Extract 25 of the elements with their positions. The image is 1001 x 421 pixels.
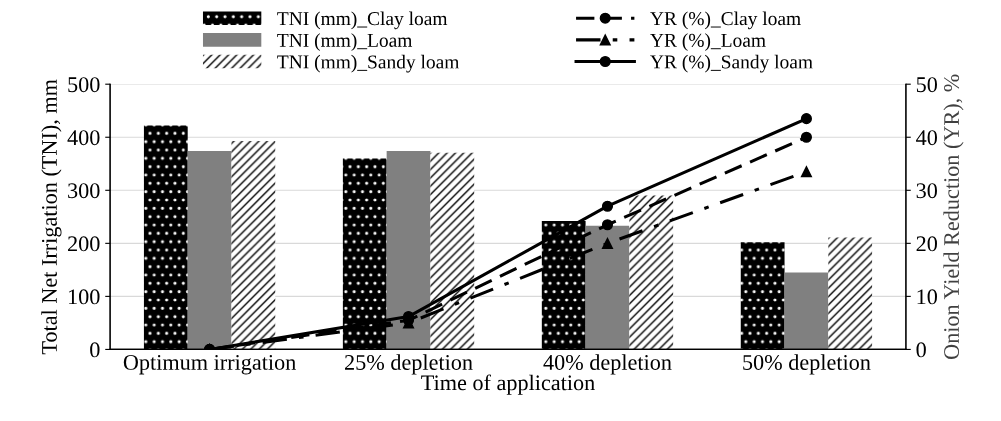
y2-tick-label: 0	[916, 342, 926, 358]
y2-tick-label: 50	[916, 77, 937, 93]
x-tick-label: Optimum irrigation	[123, 354, 296, 375]
y2-tick-label: 10	[917, 289, 937, 305]
y-tick-label: 400	[67, 130, 100, 146]
y2-axis-title: Onion Yield Reduction (YR), %	[943, 74, 964, 359]
y-tick-label: 100	[69, 289, 100, 305]
legend-label: YR (%)_Loam	[650, 33, 766, 51]
legend-label: TNI (mm)_Loam	[277, 33, 413, 51]
legend-label: TNI (mm)_Clay loam	[277, 11, 448, 30]
x-tick-label: 40% depletion	[543, 354, 672, 375]
y2-tick-label: 40	[916, 130, 937, 146]
legend-label: YR (%)_Sandy loam	[650, 54, 813, 73]
legend-label: TNI (mm)_Sandy loam	[277, 54, 460, 73]
y-tick-label: 500	[68, 77, 100, 93]
x-axis-title: Time of application	[421, 374, 595, 395]
y-tick-label: 0	[90, 342, 100, 358]
y2-tick-label: 30	[916, 183, 937, 199]
x-tick-label: 50% depletion	[743, 354, 871, 375]
y2-tick-label: 20	[916, 236, 937, 252]
legend-label: YR (%)_Clay loam	[650, 11, 801, 30]
y-tick-label: 200	[68, 236, 100, 252]
y-tick-label: 300	[68, 183, 100, 199]
y-axis-title: Total Net Irrigation (TNI), mm	[41, 79, 62, 355]
x-tick-label: 25% depletion	[345, 354, 473, 375]
